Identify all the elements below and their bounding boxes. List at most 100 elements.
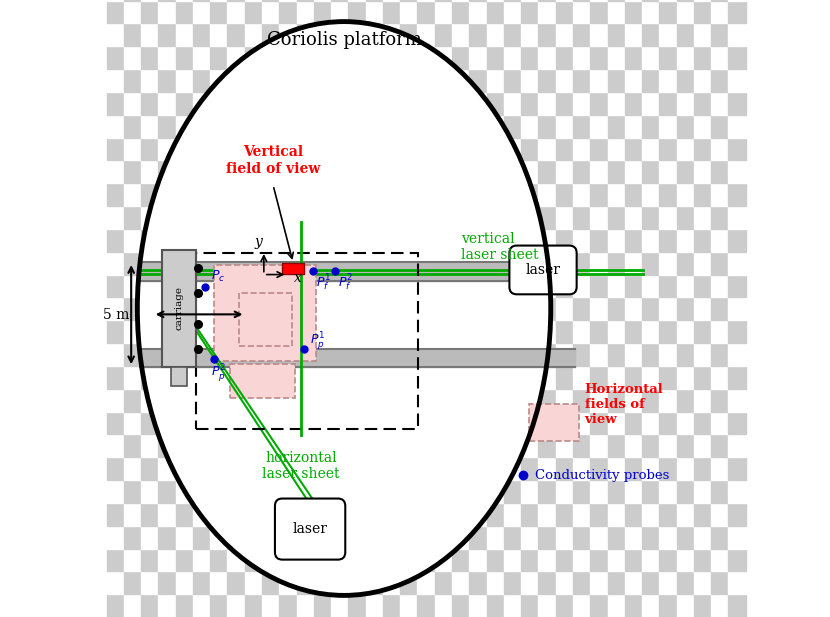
Bar	[296, 229, 314, 252]
Bar	[141, 389, 159, 412]
Bar	[694, 549, 711, 571]
Bar	[435, 389, 452, 412]
Text: y: y	[255, 235, 263, 249]
Bar	[555, 366, 573, 389]
Bar	[729, 138, 745, 160]
Bar	[504, 69, 521, 92]
Bar	[349, 366, 366, 389]
Bar	[417, 206, 435, 229]
Bar	[504, 206, 521, 229]
Bar	[227, 206, 245, 229]
Bar	[417, 571, 435, 594]
Bar	[262, 229, 279, 252]
Bar	[210, 480, 227, 503]
Bar	[314, 320, 331, 343]
Bar	[124, 412, 141, 434]
Bar	[642, 434, 659, 457]
Bar	[245, 389, 262, 412]
Bar	[659, 46, 676, 69]
Bar	[193, 526, 210, 549]
Bar	[555, 23, 573, 46]
Text: 5 m: 5 m	[103, 308, 129, 321]
Bar	[331, 183, 349, 206]
Bar	[331, 526, 349, 549]
Bar	[193, 183, 210, 206]
Bar	[193, 320, 210, 343]
Bar	[366, 275, 383, 297]
Bar	[400, 0, 417, 1]
Bar	[417, 115, 435, 138]
Bar	[417, 183, 435, 206]
Bar	[486, 320, 504, 343]
Bar	[106, 412, 124, 434]
Bar	[124, 23, 141, 46]
Bar	[400, 389, 417, 412]
Bar	[417, 526, 435, 549]
Bar	[469, 594, 486, 617]
Bar	[659, 183, 676, 206]
Bar	[400, 275, 417, 297]
Bar	[314, 366, 331, 389]
Bar	[573, 183, 590, 206]
Bar	[590, 229, 608, 252]
Bar	[349, 434, 366, 457]
Bar	[366, 92, 383, 115]
Bar	[141, 229, 159, 252]
Bar	[176, 389, 193, 412]
Bar	[124, 206, 141, 229]
Bar	[504, 366, 521, 389]
Bar	[106, 366, 124, 389]
Bar	[400, 457, 417, 480]
Bar	[729, 594, 745, 617]
Bar	[124, 1, 141, 23]
Bar	[729, 115, 745, 138]
Bar	[141, 366, 159, 389]
Bar	[400, 160, 417, 183]
Bar	[486, 503, 504, 526]
Bar	[171, 367, 187, 386]
Text: Horizontal
fields of
view: Horizontal fields of view	[584, 383, 663, 426]
Bar	[296, 549, 314, 571]
Bar	[530, 404, 579, 441]
Bar	[331, 320, 349, 343]
Bar	[141, 343, 159, 366]
Bar	[210, 389, 227, 412]
Bar	[279, 320, 296, 343]
Bar	[366, 503, 383, 526]
Bar	[262, 503, 279, 526]
Bar	[711, 412, 729, 434]
Bar	[366, 549, 383, 571]
Bar	[486, 69, 504, 92]
Bar	[279, 503, 296, 526]
Bar	[608, 138, 625, 160]
Bar	[642, 69, 659, 92]
Bar	[383, 229, 400, 252]
Bar	[349, 275, 366, 297]
Bar	[417, 480, 435, 503]
Bar	[504, 412, 521, 434]
Bar	[159, 1, 176, 23]
Bar	[590, 526, 608, 549]
Bar	[296, 206, 314, 229]
Bar	[711, 549, 729, 571]
Bar	[452, 229, 469, 252]
Bar	[590, 252, 608, 275]
Text: Coriolis platform: Coriolis platform	[266, 31, 422, 49]
Text: laser: laser	[525, 263, 560, 277]
Bar	[210, 92, 227, 115]
Bar	[729, 320, 745, 343]
Bar	[296, 115, 314, 138]
Bar	[331, 23, 349, 46]
Bar	[106, 138, 124, 160]
Bar	[608, 434, 625, 457]
Bar	[366, 526, 383, 549]
Bar	[486, 138, 504, 160]
Bar	[711, 526, 729, 549]
Bar	[555, 206, 573, 229]
Bar	[452, 457, 469, 480]
Bar	[608, 389, 625, 412]
Bar	[469, 206, 486, 229]
Bar	[521, 366, 539, 389]
Bar	[417, 412, 435, 434]
Bar	[504, 571, 521, 594]
